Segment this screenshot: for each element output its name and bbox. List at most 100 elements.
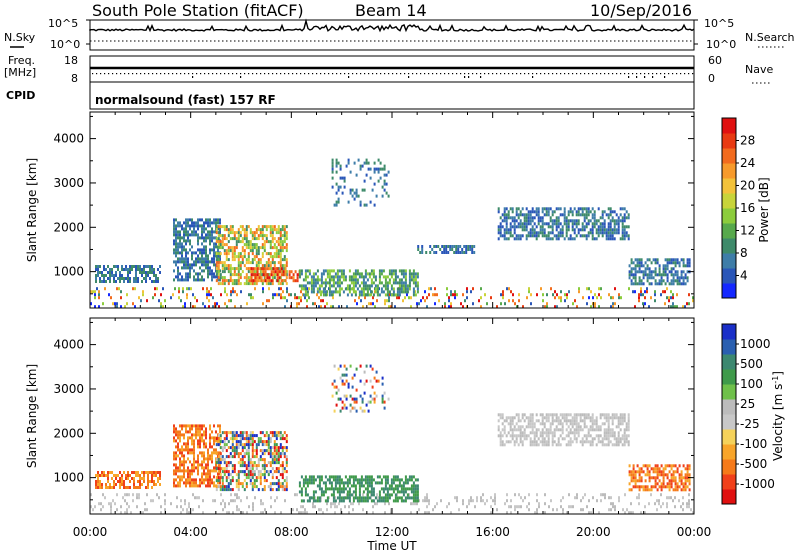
power-cell <box>229 228 232 232</box>
velocity-cell <box>334 505 336 509</box>
velocity-cell <box>394 475 397 479</box>
velocity-cell <box>499 434 502 438</box>
velocity-cell <box>92 508 94 512</box>
velocity-cell <box>175 427 177 431</box>
velocity-cell <box>543 440 546 444</box>
power-cell <box>530 293 532 297</box>
velocity-cell <box>265 449 268 453</box>
power-cell <box>394 272 397 276</box>
nave-point <box>532 76 534 78</box>
nave-point <box>468 76 470 78</box>
power-cell <box>259 234 262 238</box>
power-cell <box>356 272 359 276</box>
velocity-cell <box>541 431 544 435</box>
velocity-cell <box>565 428 568 432</box>
nave-tick-bottom: 0 <box>708 72 715 85</box>
nave-point <box>116 73 118 75</box>
power-cell <box>670 305 672 309</box>
nave-point <box>260 73 262 75</box>
power-cell <box>183 221 185 225</box>
velocity-cell <box>559 422 562 426</box>
power-cell <box>275 252 278 256</box>
power-cell <box>187 266 189 270</box>
power-cell <box>390 275 393 279</box>
power-cell <box>365 173 368 177</box>
power-cell <box>601 222 604 226</box>
power-cell <box>435 251 438 254</box>
velocity-cell <box>621 413 624 417</box>
nave-point <box>272 73 274 75</box>
power-cell <box>367 161 370 165</box>
velocity-cell <box>553 428 556 432</box>
power-cell <box>363 161 366 165</box>
power-cell <box>282 290 284 294</box>
velocity-cell <box>390 511 392 515</box>
power-cell <box>217 218 219 222</box>
power-cell <box>214 302 216 306</box>
velocity-cell <box>275 431 278 435</box>
power-cell <box>634 305 636 309</box>
power-cell <box>121 268 123 271</box>
velocity-cell <box>344 487 347 491</box>
power-cell <box>237 234 240 238</box>
power-cell <box>201 242 203 246</box>
velocity-cell <box>509 425 512 429</box>
power-cell <box>217 261 220 265</box>
power-cell <box>183 245 185 249</box>
velocity-cell <box>120 511 122 515</box>
power-cell <box>201 263 203 267</box>
power-cell <box>316 293 318 297</box>
velocity-cell <box>426 499 428 503</box>
power-cell <box>177 257 179 261</box>
velocity-cell <box>196 496 198 500</box>
power-cell <box>211 248 213 252</box>
velocity-cell <box>269 446 272 450</box>
velocity-cell <box>519 440 522 444</box>
power-cell <box>245 243 248 247</box>
power-cell <box>219 230 221 234</box>
power-cell <box>595 228 598 232</box>
velocity-cell <box>676 488 679 492</box>
velocity-cell <box>609 416 612 420</box>
velocity-cell <box>316 475 319 479</box>
power-cell <box>613 222 616 226</box>
power-cell <box>159 265 161 268</box>
velocity-cell <box>348 478 351 482</box>
power-cell <box>541 207 544 211</box>
power-cell <box>359 167 362 171</box>
velocity-cell <box>157 471 159 474</box>
velocity-cell <box>209 472 211 476</box>
nave-point <box>552 73 554 75</box>
velocity-cell <box>185 484 187 488</box>
velocity-cell <box>674 485 677 489</box>
power-cell <box>654 279 657 283</box>
velocity-cell <box>618 496 620 500</box>
power-cell <box>390 293 393 297</box>
power-cell <box>682 264 685 268</box>
velocity-cell <box>139 486 141 489</box>
power-cell <box>201 236 203 240</box>
nave-point <box>516 73 518 75</box>
power-cell <box>384 278 387 282</box>
velocity-cell <box>503 443 506 447</box>
power-cell <box>308 287 310 291</box>
velocity-cell <box>574 496 576 500</box>
power-cell <box>603 222 606 226</box>
velocity-cell <box>175 439 177 443</box>
power-cell <box>462 305 464 309</box>
velocity-cell <box>115 477 117 480</box>
velocity-cell <box>279 434 282 438</box>
velocity-cell <box>231 437 234 441</box>
power-cell <box>324 281 327 285</box>
power-cell <box>429 251 432 254</box>
power-cell <box>113 274 115 277</box>
power-cell <box>525 216 528 220</box>
power-cell <box>217 273 220 277</box>
power-cell <box>173 269 175 273</box>
power-cell <box>182 287 184 291</box>
power-cell <box>201 251 203 255</box>
power-cell <box>353 191 356 195</box>
velocity-cell <box>197 469 199 473</box>
power-cell <box>202 287 204 291</box>
power-cell <box>563 216 566 220</box>
